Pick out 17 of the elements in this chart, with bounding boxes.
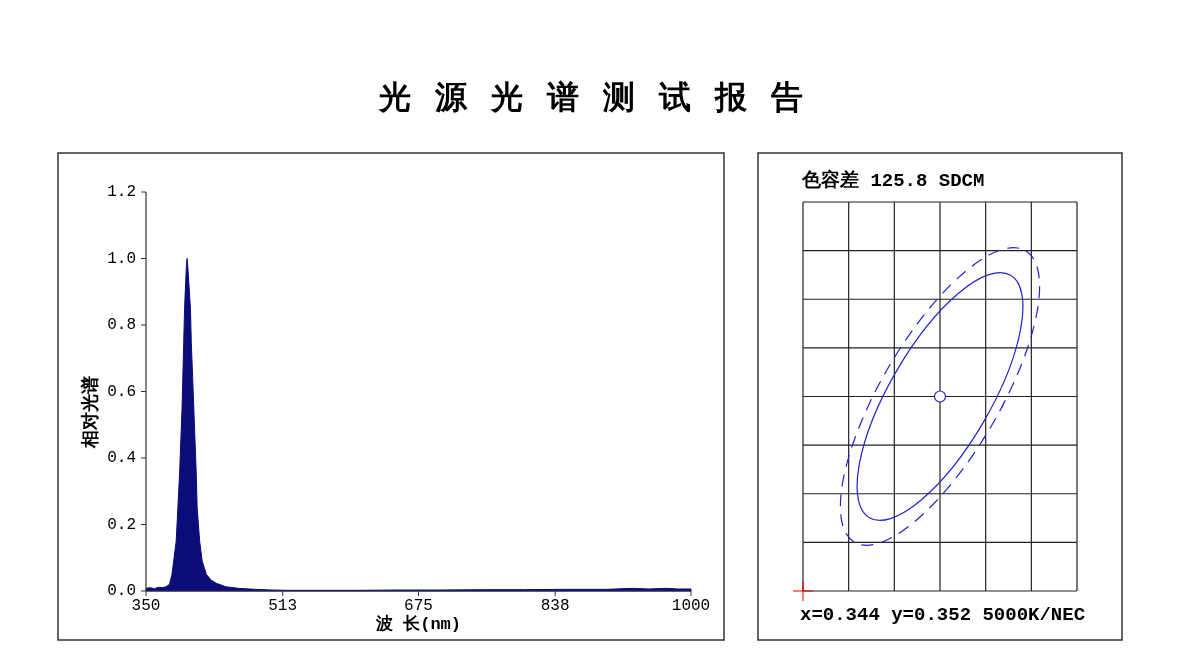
y-tick-label: 0.0 bbox=[107, 582, 136, 600]
chart-title: 光源光谱测试报告 bbox=[377, 78, 827, 116]
x-tick-label: 675 bbox=[404, 597, 433, 615]
y-tick-label: 1.0 bbox=[107, 249, 136, 268]
x-tick-label: 1000 bbox=[671, 597, 711, 615]
y-tick-label: 0.8 bbox=[107, 316, 136, 334]
text: 色容差 125.8 SDCM bbox=[801, 169, 985, 192]
y-tick-label: 0.2 bbox=[107, 515, 136, 534]
x-tick-label: 350 bbox=[131, 597, 161, 615]
x-tick-label: 838 bbox=[540, 597, 570, 615]
x-tick-label: 513 bbox=[268, 597, 298, 615]
y-axis-title: 相对光谱 bbox=[78, 375, 100, 449]
y-tick-label: 0.6 bbox=[107, 382, 136, 401]
x-axis-title: 波 长(nm) bbox=[374, 614, 462, 634]
text: x=0.344 y=0.352 5000K/NEC bbox=[800, 604, 1086, 626]
y-tick-label: 0.4 bbox=[107, 449, 136, 467]
y-tick-label: 1.2 bbox=[107, 183, 136, 201]
